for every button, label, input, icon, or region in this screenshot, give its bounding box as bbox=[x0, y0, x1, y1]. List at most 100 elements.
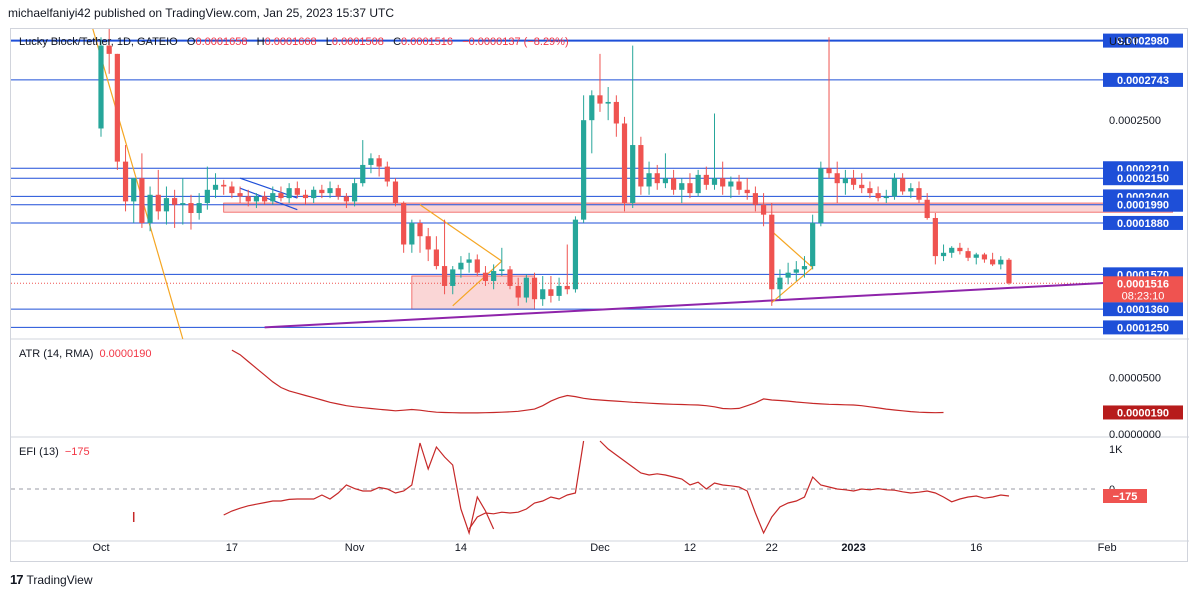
candle-body bbox=[278, 193, 284, 199]
efi-line bbox=[223, 442, 495, 536]
candle-body bbox=[106, 45, 112, 54]
efi-line bbox=[599, 440, 1010, 535]
candle-body bbox=[760, 204, 767, 215]
candle-body bbox=[597, 95, 603, 104]
candle-body bbox=[335, 188, 341, 197]
candle-body bbox=[728, 181, 734, 187]
candle-body bbox=[957, 247, 963, 252]
tradingview-brand: TradingView bbox=[26, 572, 93, 587]
legend-high-value: 0.0001668 bbox=[264, 36, 317, 48]
candle-body bbox=[531, 277, 538, 300]
candle-body bbox=[172, 198, 178, 205]
candle-body bbox=[368, 158, 374, 165]
trendline bbox=[92, 29, 184, 340]
level-price-tag: 0.0002150 bbox=[1117, 173, 1169, 185]
x-tick-label: 2023 bbox=[841, 542, 865, 554]
y-tick-label: 0.0002500 bbox=[1109, 115, 1161, 127]
efi-legend-value: −175 bbox=[64, 446, 90, 458]
candle-body bbox=[327, 188, 333, 194]
atr-tick-label: 0.0000000 bbox=[1109, 429, 1161, 441]
candle-body bbox=[384, 166, 390, 182]
x-tick-label: 22 bbox=[766, 542, 778, 554]
candle-body bbox=[826, 168, 832, 174]
candle-body bbox=[842, 178, 848, 184]
level-price-tag-bg bbox=[1103, 215, 1183, 230]
candle-body bbox=[114, 53, 120, 162]
level-price-tag-bg bbox=[1103, 302, 1183, 317]
level-price-tag-bg bbox=[1103, 171, 1183, 186]
candle-body bbox=[564, 285, 570, 290]
candle-body bbox=[695, 174, 701, 194]
candle-body bbox=[875, 193, 881, 199]
atr-legend-label[interactable]: ATR (14, RMA) bbox=[19, 348, 94, 360]
candle-body bbox=[122, 161, 129, 202]
tradingview-logo[interactable]: 17 TradingView bbox=[10, 572, 93, 587]
candle-body bbox=[711, 178, 718, 185]
candle-body bbox=[466, 259, 472, 263]
legend-open-value: 0.0001658 bbox=[195, 36, 248, 48]
candle-body bbox=[703, 174, 709, 185]
candle-body bbox=[883, 196, 889, 199]
candle-body bbox=[605, 101, 611, 104]
candle-body bbox=[392, 181, 399, 204]
trendline bbox=[239, 187, 298, 211]
candle-body bbox=[131, 178, 137, 202]
candle-body bbox=[204, 189, 210, 204]
candle-body bbox=[679, 183, 685, 190]
candle-body bbox=[180, 203, 186, 205]
candle-body bbox=[965, 251, 971, 258]
level-price-tag-bg bbox=[1103, 320, 1183, 335]
x-tick-label: 17 bbox=[226, 542, 238, 554]
candle-body bbox=[924, 199, 930, 218]
candle-body bbox=[245, 196, 251, 202]
candle-body bbox=[482, 272, 489, 281]
level-price-tag: 0.0001360 bbox=[1117, 304, 1169, 316]
candle-body bbox=[752, 193, 758, 205]
chart-canvas[interactable]: 0.00029800.00027430.00022100.00021500.00… bbox=[11, 29, 1189, 563]
candle-body bbox=[491, 271, 497, 281]
candle-body bbox=[253, 196, 260, 202]
trendline bbox=[419, 204, 503, 262]
legend-symbol[interactable]: Lucky Block/Tether, 1D, GATEIO bbox=[19, 36, 178, 48]
level-price-tag: 0.0001880 bbox=[1117, 218, 1169, 230]
tradingview-logo-icon: 17 bbox=[10, 572, 24, 587]
candle-body bbox=[409, 222, 415, 245]
last-price-tag: 0.0001516 bbox=[1117, 278, 1169, 290]
publish-attribution: michaelfaniyi42 published on TradingView… bbox=[8, 6, 395, 20]
candle-body bbox=[139, 178, 145, 223]
level-price-tag-bg bbox=[1103, 33, 1183, 48]
candle-body bbox=[450, 269, 456, 286]
chart-frame[interactable]: 0.0002980 0.0002743 0.0002210 0.0002150 0.00… bbox=[10, 28, 1189, 563]
bar-countdown: 08:23:10 bbox=[1122, 290, 1165, 302]
candle-body bbox=[744, 189, 750, 194]
candle-body bbox=[720, 178, 726, 187]
candle-body bbox=[572, 219, 579, 290]
x-tick-label: 16 bbox=[970, 542, 982, 554]
candle-body bbox=[319, 189, 325, 194]
legend-low-label: L bbox=[325, 36, 332, 48]
candle-body bbox=[548, 289, 554, 296]
efi-legend-label[interactable]: EFI (13) bbox=[19, 446, 59, 458]
candle-body bbox=[417, 222, 423, 237]
candle-body bbox=[188, 203, 194, 214]
efi-legend: EFI (13) −175 bbox=[19, 446, 90, 458]
candle-body bbox=[212, 184, 219, 190]
legend-change: −0.0000137 (−8.29%) bbox=[462, 36, 569, 48]
candle-body bbox=[286, 188, 292, 199]
level-price-tag: 0.0002980 bbox=[1117, 36, 1169, 48]
candle-body bbox=[671, 178, 677, 190]
candle-body bbox=[646, 173, 652, 187]
candle-body bbox=[916, 188, 922, 200]
candle-body bbox=[621, 123, 628, 204]
candle-body bbox=[294, 188, 300, 195]
candle-body bbox=[932, 217, 938, 257]
candle-body bbox=[687, 183, 693, 194]
x-tick-label: Dec bbox=[590, 542, 610, 554]
candle-body bbox=[376, 158, 382, 167]
candle-body bbox=[507, 269, 513, 286]
candle-body bbox=[859, 184, 865, 189]
candle-body bbox=[589, 95, 595, 121]
candle-body bbox=[818, 168, 824, 223]
main-legend: Lucky Block/Tether, 1D, GATEIO O0.000165… bbox=[19, 36, 569, 48]
trendline bbox=[771, 267, 814, 303]
